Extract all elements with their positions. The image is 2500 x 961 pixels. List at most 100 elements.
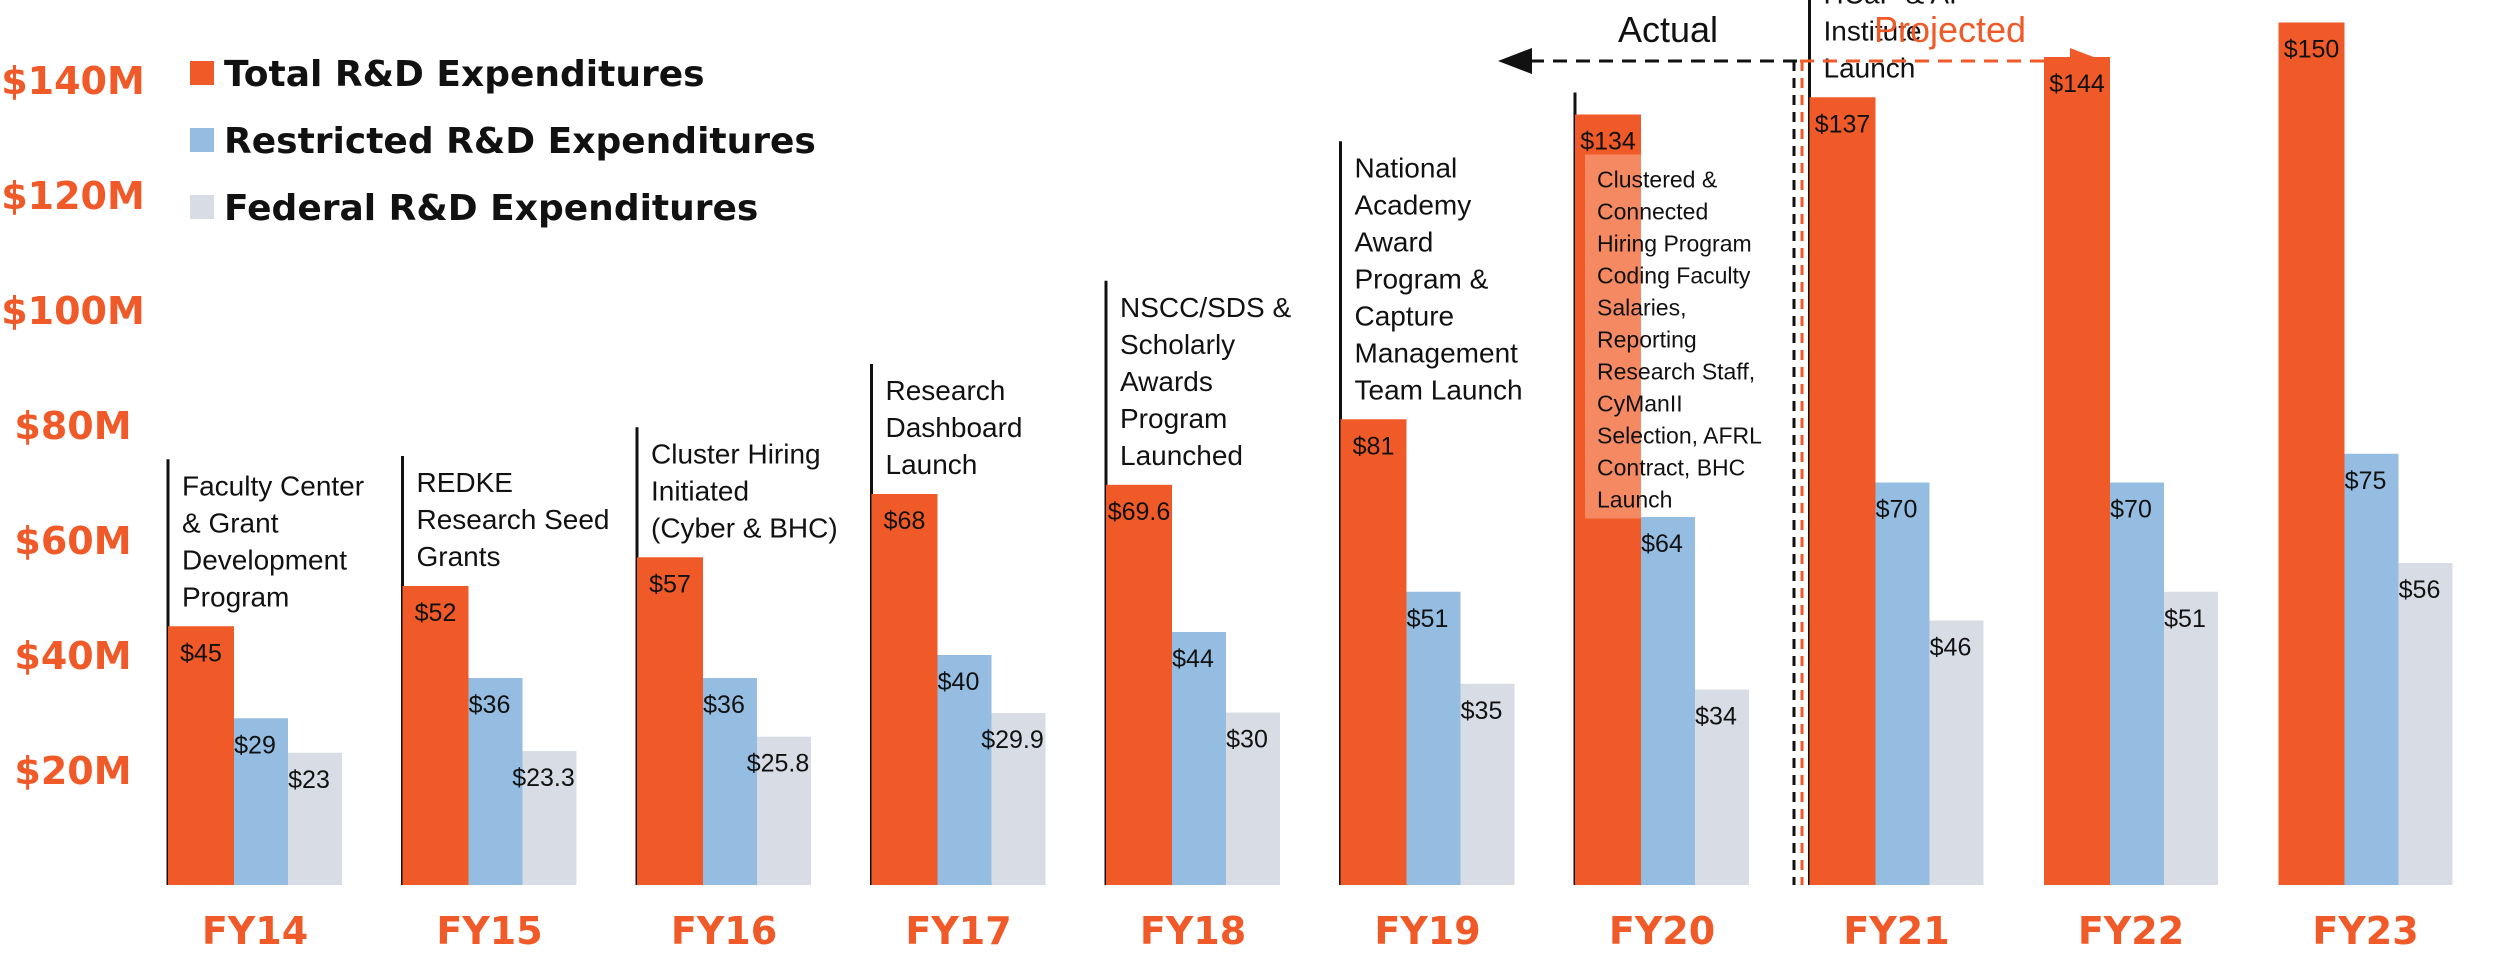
bar-total-fy15: [402, 586, 469, 885]
x-tick-label-fy22: FY22: [2078, 909, 2184, 953]
legend-label-restricted: Restricted R&D Expenditures: [224, 121, 816, 162]
annotation-line-text: Faculty Center: [182, 470, 364, 501]
value-label-restricted-fy14: $29: [234, 731, 276, 759]
value-label-total-fy14: $45: [180, 639, 222, 667]
annotation-line-text: Program &: [1355, 263, 1489, 294]
annotation-line-text: Hiring Program: [1597, 231, 1752, 257]
bar-total-fy18: [1106, 484, 1172, 885]
annotation-line-text: Launch: [886, 449, 978, 480]
value-label-federal-fy19: $35: [1461, 697, 1503, 725]
milestone-annotations: Faculty Center & Grant Development Program R…: [182, 0, 1957, 612]
value-label-restricted-fy16: $36: [703, 691, 745, 719]
bar-total-fy19: [1340, 419, 1407, 885]
x-tick-label-fy16: FY16: [671, 909, 777, 953]
annotation-line-text: Academy: [1355, 189, 1472, 220]
annotation-fy15: REDKE Research Seed Grants: [417, 467, 610, 572]
annotation-fy20: Clustered & Connected Hiring Program Coding…: [1597, 167, 1762, 513]
annotation-line-text: Research Staff,: [1597, 359, 1755, 385]
bar-value-labels: $45 $29 $23 $52 $36 $23.3 $57 $36 $25.8 $68 $40 $29…: [180, 36, 2440, 794]
bar-total-fy14: [168, 626, 234, 885]
bar-total-fy21: [1809, 97, 1876, 885]
annotation-highlight-fy20: [1585, 154, 1641, 519]
annotation-line-text: Contract, BHC: [1597, 455, 1745, 481]
y-tick-label: $60M: [14, 519, 131, 563]
annotation-line-text: Program: [1120, 403, 1227, 434]
y-tick-label: $100M: [1, 289, 145, 333]
annotation-line-text: Management: [1355, 337, 1519, 368]
y-axis-ticks: $20M $40M $60M $80M $100M $120M $140M: [1, 59, 145, 793]
value-label-total-fy15: $52: [415, 599, 457, 627]
annotation-line-text: Capture: [1355, 300, 1455, 331]
annotation-line-text: Initiated: [651, 475, 749, 506]
x-tick-label-fy21: FY21: [1843, 909, 1949, 953]
annotation-fy21: HCaP & AI Institute Launch: [1824, 0, 1957, 83]
annotation-line-text: Awards: [1120, 366, 1213, 397]
value-label-total-fy22: $144: [2049, 70, 2105, 98]
value-label-restricted-fy21: $70: [1876, 496, 1918, 524]
value-label-federal-fy16: $25.8: [747, 750, 810, 778]
x-tick-label-fy19: FY19: [1374, 909, 1480, 953]
x-tick-label-fy23: FY23: [2312, 909, 2418, 953]
annotation-line-text: Scholarly: [1120, 329, 1235, 360]
annotation-line-text: Research Seed: [417, 504, 610, 535]
value-label-restricted-fy15: $36: [469, 691, 511, 719]
bar-total-fy17: [871, 494, 938, 885]
value-label-total-fy17: $68: [884, 507, 926, 535]
value-label-total-fy20: $134: [1580, 128, 1636, 156]
annotation-line-text: Selection, AFRL: [1597, 423, 1762, 449]
annotation-fy14: Faculty Center & Grant Development Program: [182, 470, 364, 612]
x-tick-label-fy17: FY17: [905, 909, 1011, 953]
annotation-line-text: Clustered &: [1597, 167, 1717, 193]
value-label-total-fy16: $57: [649, 570, 691, 598]
annotation-line-text: Connected: [1597, 199, 1708, 225]
x-tick-label-fy20: FY20: [1609, 909, 1715, 953]
annotation-line-text: Launch: [1597, 487, 1672, 513]
annotation-fy19: National Academy Award Program & Capture Mana…: [1355, 152, 1523, 405]
annotation-line-text: Grants: [417, 541, 501, 572]
y-tick-label: $40M: [14, 634, 131, 678]
value-label-federal-fy15: $23.3: [512, 764, 575, 792]
value-label-restricted-fy18: $44: [1172, 645, 1214, 673]
annotation-line-text: CyManII: [1597, 391, 1683, 417]
bar-total-fy22: [2044, 57, 2110, 885]
y-tick-label: $120M: [1, 174, 145, 218]
annotation-line-text: Cluster Hiring: [651, 438, 821, 469]
annotation-line-text: Institute: [1824, 15, 1922, 46]
annotation-line-text: Award: [1355, 226, 1434, 257]
annotation-line-text: Development: [182, 544, 347, 575]
value-label-total-fy19: $81: [1353, 432, 1395, 460]
annotation-line-text: HCaP & AI: [1824, 0, 1957, 9]
value-label-restricted-fy17: $40: [938, 668, 980, 696]
annotation-line-text: & Grant: [182, 507, 279, 538]
value-label-federal-fy17: $29.9: [981, 726, 1044, 754]
annotation-line-text: Launched: [1120, 440, 1243, 471]
value-label-federal-fy22: $51: [2164, 605, 2206, 633]
value-label-total-fy23: $150: [2284, 36, 2340, 64]
annotation-line-text: (Cyber & BHC): [651, 512, 838, 543]
annotation-line-text: Dashboard: [886, 412, 1023, 443]
value-label-total-fy18: $69.6: [1108, 498, 1171, 526]
x-tick-label-fy14: FY14: [202, 909, 308, 953]
legend-label-total: Total R&D Expenditures: [224, 54, 705, 95]
actual-arrow-head: [1498, 48, 1532, 74]
annotation-line-text: National: [1355, 152, 1458, 183]
value-label-federal-fy18: $30: [1226, 726, 1268, 754]
value-label-federal-fy20: $34: [1695, 703, 1737, 731]
annotation-fy18: NSCC/SDS & Scholarly Awards Program Launched: [1120, 292, 1291, 471]
x-tick-label-fy18: FY18: [1140, 909, 1246, 953]
projected-arrow-head: [2070, 48, 2104, 74]
y-tick-label: $140M: [1, 59, 145, 103]
actual-projected-indicator: Actual Projected: [1498, 9, 2104, 885]
value-label-federal-fy21: $46: [1930, 634, 1972, 662]
legend-swatch-restricted: [190, 128, 214, 152]
value-label-restricted-fy22: $70: [2110, 496, 2152, 524]
value-label-restricted-fy19: $51: [1407, 605, 1449, 633]
annotation-line-text: Reporting: [1597, 327, 1697, 353]
annotation-fy16: Cluster Hiring Initiated (Cyber & BHC): [651, 438, 838, 543]
y-tick-label: $20M: [14, 749, 131, 793]
bar-total-fy16: [637, 557, 703, 885]
y-tick-label: $80M: [14, 404, 131, 448]
legend-swatch-federal: [190, 195, 214, 219]
value-label-total-fy21: $137: [1815, 110, 1871, 138]
